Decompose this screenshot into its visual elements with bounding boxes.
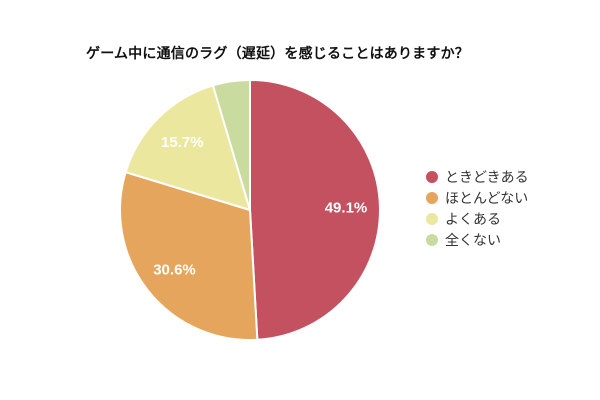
legend-label: ほとんどない [445, 189, 529, 206]
legend-label: 全くない [445, 231, 501, 248]
legend-item: ほとんどない [426, 187, 529, 208]
legend-label: ときどきある [445, 168, 529, 185]
chart-title: ゲーム中に通信のラグ（遅延）を感じることはありますか？ [86, 45, 469, 61]
legend-marker [426, 233, 438, 246]
pie-slice-2 [124, 84, 251, 211]
pie-slice-3 [211, 79, 251, 211]
legend-item: よくある [426, 208, 529, 229]
legend-marker [426, 191, 438, 204]
pie-slice-0 [249, 79, 381, 341]
legend-item: ときどきある [426, 166, 529, 187]
pie-slice-label-0: 49.1% [325, 200, 368, 217]
legend-marker [426, 212, 438, 225]
pie-slice-1 [119, 171, 259, 341]
legend-label: よくある [445, 210, 501, 227]
chart-legend: ときどきある ほとんどない よくある 全くない [426, 166, 529, 250]
legend-marker [426, 170, 438, 183]
pie-slice-label-1: 30.6% [153, 262, 196, 279]
legend-item: 全くない [426, 229, 529, 250]
pie-slice-label-2: 15.7% [161, 134, 204, 151]
